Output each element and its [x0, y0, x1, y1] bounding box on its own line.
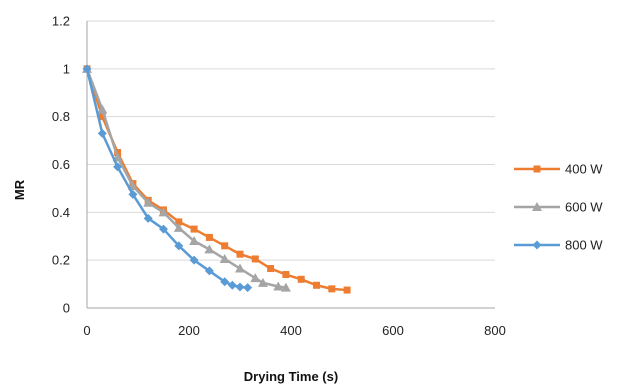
y-tick-label: 0.8 [52, 109, 70, 124]
data-point [343, 286, 351, 294]
data-point [98, 113, 106, 121]
data-point [174, 241, 184, 251]
data-point [250, 273, 261, 283]
data-point [97, 128, 107, 138]
data-point [190, 225, 198, 233]
data-point [82, 64, 92, 74]
data-point [204, 244, 215, 254]
data-point [236, 250, 244, 258]
data-point [143, 213, 153, 223]
data-point [204, 266, 214, 276]
data-point [257, 277, 268, 287]
legend-marker [532, 202, 542, 211]
data-point [143, 197, 154, 207]
data-point [205, 233, 213, 241]
y-tick-label: 0.4 [52, 205, 70, 220]
data-point [158, 207, 169, 217]
legend-item: 800 W [514, 238, 603, 253]
legend-marker [532, 240, 542, 250]
y-tick-label: 0.2 [52, 253, 70, 268]
series-line [85, 68, 287, 289]
x-tick-label: 400 [280, 323, 302, 338]
legend-label: 800 W [565, 238, 603, 253]
series-line [85, 68, 248, 289]
y-tick-label: 0 [63, 301, 70, 316]
data-point [328, 285, 336, 293]
plot-area [82, 63, 351, 294]
legend-marker [533, 165, 541, 173]
x-axis-title: Drying Time (s) [244, 369, 338, 384]
data-point [173, 222, 184, 232]
data-point [220, 277, 230, 287]
x-tick-label: 0 [83, 323, 90, 338]
legend-label: 600 W [565, 200, 603, 215]
data-point [113, 162, 123, 172]
data-point [219, 253, 230, 263]
data-point [267, 265, 275, 273]
y-tick-label: 1.2 [52, 14, 70, 29]
data-point [97, 104, 108, 114]
data-point [282, 271, 290, 279]
series-800w [82, 64, 253, 293]
gridlines [87, 20, 495, 261]
legend-item: 400 W [514, 162, 603, 177]
x-tick-label: 200 [178, 323, 200, 338]
data-point [159, 224, 168, 234]
x-tick-label: 600 [382, 323, 404, 338]
data-point [313, 281, 320, 289]
series-600w [82, 63, 291, 292]
y-axis-title: MR [12, 179, 27, 200]
data-point [128, 189, 138, 199]
data-point [189, 236, 200, 246]
data-point [280, 282, 291, 292]
data-point [227, 280, 237, 290]
data-point [189, 255, 199, 265]
y-tick-label: 1 [63, 61, 70, 76]
y-tick-label: 0.6 [52, 157, 70, 172]
y-axis-ticks: 0 0.2 0.4 0.6 0.8 1 1.2 [52, 14, 70, 316]
legend-item: 600 W [514, 200, 603, 215]
data-point [235, 263, 245, 273]
data-point [221, 242, 229, 250]
data-point [297, 275, 305, 283]
data-point [175, 218, 183, 226]
x-axis-ticks: 0 200 400 600 800 [83, 323, 505, 338]
data-point [243, 283, 253, 293]
legend: 400 W 600 W 800 W [514, 162, 603, 253]
data-point [273, 281, 284, 291]
x-tick-label: 800 [484, 323, 506, 338]
data-point [251, 255, 259, 263]
data-point [235, 282, 245, 292]
legend-label: 400 W [565, 162, 603, 177]
